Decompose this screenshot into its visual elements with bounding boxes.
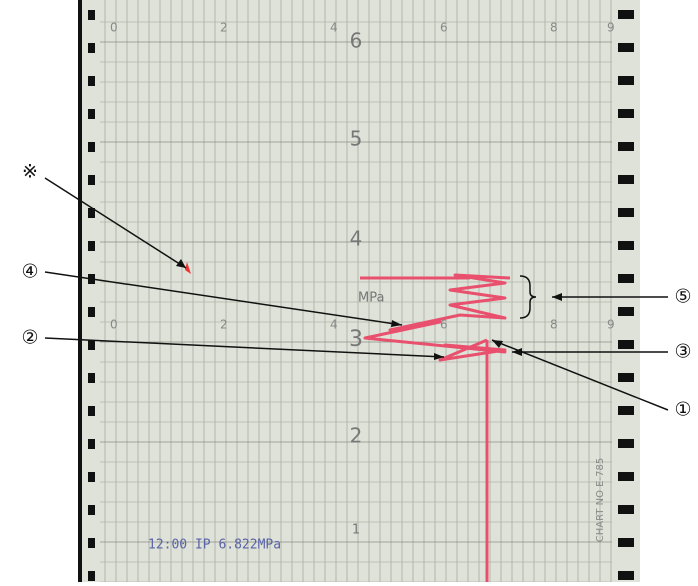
sprocket-hole	[88, 571, 95, 581]
sprocket-hole	[88, 109, 95, 119]
unit-label: MPa	[358, 291, 384, 306]
recorder-chart: MPa 12:00 IP 6.822MPa CHART NO E-785 0 2 4…	[0, 0, 698, 582]
pressure-label: 6	[350, 29, 363, 53]
pressure-label: 5	[350, 127, 363, 151]
sprocket-hole	[88, 373, 95, 383]
sprocket-hole	[618, 175, 634, 184]
top-scale-label: 6	[440, 21, 448, 35]
sprocket-hole	[88, 406, 95, 416]
middle-scale-label: 4	[330, 318, 338, 332]
middle-scale-label: 9	[607, 318, 615, 332]
top-scale-label: 4	[330, 21, 338, 35]
pressure-label: 1	[352, 523, 360, 538]
top-scale-label: 2	[220, 21, 228, 35]
callout-label: ①	[674, 399, 691, 421]
sprocket-hole	[88, 43, 95, 53]
sprocket-hole	[618, 109, 634, 118]
sprocket-hole	[618, 274, 634, 283]
sprocket-hole	[88, 10, 95, 20]
sprocket-hole	[88, 175, 95, 185]
sprocket-hole	[618, 10, 634, 19]
sprocket-hole	[618, 241, 634, 250]
top-scale-label: 0	[110, 21, 118, 35]
sprocket-hole	[618, 208, 634, 217]
sprocket-hole	[88, 505, 95, 515]
sprocket-hole	[618, 43, 634, 52]
paper-edge	[78, 0, 82, 582]
sprocket-hole	[88, 142, 95, 152]
sprocket-hole	[88, 340, 95, 350]
callout-label: ④	[21, 261, 38, 283]
sprocket-hole	[88, 439, 95, 449]
pressure-label: 2	[350, 424, 363, 448]
sprocket-hole	[618, 142, 634, 151]
sprocket-hole	[618, 505, 634, 514]
sprocket-hole	[88, 472, 95, 482]
callout-label: ⑤	[674, 286, 691, 308]
middle-scale-label: 6	[440, 318, 448, 332]
sprocket-hole	[618, 472, 634, 481]
pressure-label: 3	[349, 327, 363, 352]
sprocket-hole	[88, 307, 95, 317]
page: MPa 12:00 IP 6.822MPa CHART NO E-785 0 2 4…	[0, 0, 698, 582]
sprocket-hole	[88, 76, 95, 86]
footer-text: 12:00 IP 6.822MPa	[148, 538, 281, 553]
sprocket-hole	[618, 76, 634, 85]
chart-number: CHART NO E-785	[595, 458, 606, 542]
pressure-label: 4	[350, 227, 363, 251]
sprocket-hole	[618, 406, 634, 415]
sprocket-hole	[618, 340, 634, 349]
middle-scale-label: 8	[550, 318, 558, 332]
sprocket-hole	[618, 439, 634, 448]
callout-label: ※	[22, 161, 38, 183]
sprocket-hole	[88, 538, 95, 548]
callout-label: ③	[674, 341, 691, 363]
sprocket-hole	[88, 241, 95, 251]
sprocket-hole	[618, 571, 634, 580]
sprocket-hole	[618, 373, 634, 382]
callout-label: ②	[21, 327, 38, 349]
top-scale-label: 9	[607, 21, 615, 35]
sprocket-hole	[618, 538, 634, 547]
middle-scale-label: 2	[220, 318, 228, 332]
top-scale-label: 8	[550, 21, 558, 35]
sprocket-hole	[618, 307, 634, 316]
middle-scale-label: 0	[110, 318, 118, 332]
